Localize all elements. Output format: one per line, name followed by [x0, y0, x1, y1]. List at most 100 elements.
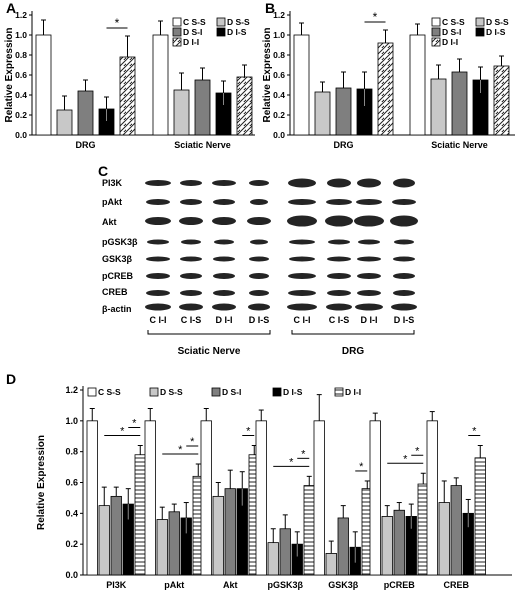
bar — [369, 420, 381, 576]
x-tick-label: DRG — [334, 140, 354, 150]
bar — [337, 517, 349, 576]
blot-band — [393, 273, 415, 279]
legend-swatch — [431, 37, 441, 47]
blot-band — [392, 199, 416, 205]
blot-band — [180, 273, 202, 279]
y-tick-label: 0.4 — [15, 90, 27, 100]
legend-label: D S-S — [160, 387, 183, 397]
blot-band — [393, 256, 415, 262]
blot-band — [213, 199, 235, 205]
y-axis-label: Relative Expression — [4, 27, 15, 122]
legend-swatch — [334, 387, 344, 397]
blot-band — [287, 215, 317, 227]
x-tick-label: pCREB — [384, 580, 415, 590]
bar — [426, 420, 438, 576]
blot-band — [325, 215, 353, 227]
blot-band — [146, 199, 170, 205]
x-tick-label: Sciatic Nerve — [174, 140, 231, 150]
blot-lane-labels: C I-I C I-S D I-I D I-S C I-I C I-S D I-… — [150, 315, 415, 325]
legend-label: C S-S — [98, 387, 121, 397]
blot-band — [145, 303, 171, 311]
y-tick-label: 0.8 — [273, 50, 285, 60]
bar — [144, 420, 156, 576]
blot-band — [146, 273, 170, 279]
y-tick-label: 0.0 — [273, 130, 285, 140]
lane-label: D I-S — [394, 315, 415, 325]
blot-band — [213, 256, 235, 262]
blot-band — [289, 256, 315, 262]
bracket-sciatic — [147, 330, 271, 335]
blot-band — [250, 239, 268, 245]
y-tick-label: 0.8 — [15, 50, 27, 60]
bar — [236, 76, 253, 136]
blot-band — [327, 273, 351, 279]
blot-group-drg: DRG — [342, 346, 364, 357]
significance-star: * — [301, 448, 306, 460]
legend-label: D S-I — [442, 27, 461, 37]
blot-band — [213, 273, 235, 279]
significance-star: * — [472, 426, 477, 438]
significance-star: * — [415, 445, 420, 457]
y-tick-label: 0.4 — [65, 508, 78, 518]
panel-letter-c: C — [98, 163, 108, 179]
blot-label-pgsk3b: pGSK3β — [102, 237, 138, 247]
y-tick-label: 0.2 — [15, 110, 27, 120]
lane-label: D I-I — [216, 315, 233, 325]
bar — [110, 495, 122, 576]
significance-star: * — [190, 436, 195, 448]
lane-label: D I-I — [361, 315, 378, 325]
blot-band — [247, 217, 271, 225]
blot-band — [249, 273, 269, 279]
significance-star: * — [246, 426, 251, 438]
y-tick-label: 1.2 — [273, 10, 285, 20]
bar — [212, 495, 224, 576]
blot-band — [327, 290, 351, 296]
blot-band — [357, 178, 381, 188]
y-axis-label: Relative Expression — [262, 27, 273, 122]
blot-band — [180, 256, 202, 262]
significance-star: * — [132, 418, 137, 430]
bar — [98, 505, 110, 576]
blot-band — [249, 290, 269, 296]
bar — [194, 79, 211, 136]
legend-swatch — [216, 17, 226, 27]
y-tick-label: 1.2 — [15, 10, 27, 20]
bar — [267, 542, 279, 576]
bar — [325, 553, 337, 576]
blot-band — [289, 239, 315, 245]
blot-band — [358, 239, 380, 245]
bar — [393, 509, 405, 576]
x-tick-label: Sciatic Nerve — [431, 140, 488, 150]
y-axis-label: Relative Expression — [36, 435, 47, 530]
x-tick-label: pGSK3β — [268, 580, 304, 590]
legend-swatch — [475, 17, 485, 27]
blot-band — [393, 178, 415, 188]
bar — [35, 34, 52, 136]
bar — [77, 90, 94, 136]
blot-band — [212, 217, 236, 225]
blot-band — [288, 273, 316, 279]
blot-band — [327, 256, 351, 262]
legend-swatch — [172, 17, 182, 27]
y-tick-label: 1.2 — [65, 385, 78, 395]
legend-label: D I-S — [486, 27, 506, 37]
y-tick-label: 0.4 — [273, 90, 285, 100]
blot-band — [250, 199, 268, 205]
blot-band — [357, 290, 381, 296]
blot-band — [288, 199, 316, 205]
bar — [152, 34, 169, 136]
blot-band — [212, 303, 236, 311]
bar — [255, 420, 267, 576]
x-tick-label: DRG — [76, 140, 96, 150]
blot-band — [390, 215, 418, 227]
significance-star: * — [178, 444, 183, 456]
bar — [430, 78, 447, 136]
blot-band — [287, 303, 317, 311]
blot-band — [214, 239, 234, 245]
legend-label: D S-S — [486, 17, 509, 27]
blot-band — [393, 290, 415, 296]
chart-panel-d: 0.0 0.2 0.4 0.6 0.8 1.0 1.2 Relative Expression… — [36, 385, 512, 590]
blot-label-gsk3b: GSK3β — [102, 254, 133, 264]
blot-band — [249, 180, 269, 186]
